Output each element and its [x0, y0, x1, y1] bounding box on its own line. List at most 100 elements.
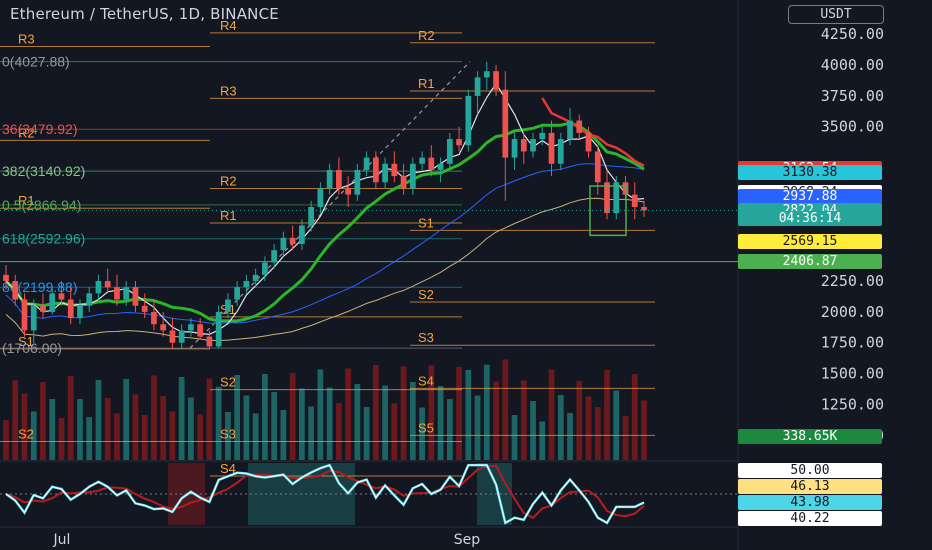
- volume-bar: [456, 367, 462, 460]
- candle-body: [271, 250, 278, 263]
- volume-bar: [206, 378, 213, 460]
- fib-label: 0.5(2866.94): [2, 197, 81, 213]
- volume-bar: [58, 418, 65, 460]
- sma-fast-line: [5, 82, 645, 336]
- candle-body: [446, 139, 453, 164]
- price-tag: 2569.15: [738, 234, 882, 250]
- candle-body: [123, 287, 130, 300]
- volume-bar: [409, 382, 416, 460]
- candle-body: [382, 163, 388, 183]
- volume-bar: [345, 368, 351, 460]
- candle-body: [280, 237, 287, 251]
- volume-bar: [262, 374, 268, 460]
- candle-body: [243, 281, 250, 288]
- volume-bar: [557, 395, 564, 460]
- volume-bar: [104, 398, 111, 460]
- candle-body: [456, 139, 462, 146]
- candle-body: [12, 281, 19, 300]
- pivot-right-label: S1: [418, 215, 434, 230]
- volume-bar: [132, 394, 139, 460]
- pivot-left-label: S1: [18, 334, 34, 349]
- candle-body: [299, 225, 305, 244]
- volume-bar: [234, 375, 241, 460]
- pivot-right-label: S3: [418, 330, 434, 345]
- pivot-right-label: S5: [418, 420, 434, 435]
- fib-label: 618(2592.96): [2, 231, 85, 247]
- candle-body: [428, 157, 435, 170]
- price-tick-label: 2000.00: [821, 303, 884, 321]
- volume-bar: [567, 413, 573, 460]
- price-tick-label: 3750.00: [821, 87, 884, 105]
- candle-body: [151, 311, 157, 325]
- candle-body: [3, 274, 9, 282]
- candle-body: [215, 311, 222, 347]
- volume-bar: [363, 407, 370, 460]
- sma-red-line: [541, 97, 645, 167]
- pivot-right-label: S2: [418, 287, 434, 302]
- candle-body: [336, 169, 342, 189]
- candle-body: [234, 287, 241, 300]
- volume-bar: [252, 413, 259, 460]
- fib-label: (1706.00): [2, 340, 62, 356]
- volume-tag: 338.65K: [738, 428, 882, 444]
- volume-bar: [188, 397, 194, 460]
- price-tick-label: 1250.00: [821, 395, 884, 413]
- candle-body: [641, 206, 647, 211]
- volume-bar: [21, 393, 28, 460]
- candle-body: [197, 324, 204, 337]
- sma-tan-line: [5, 197, 645, 341]
- price-tag: 04:36:14: [738, 211, 882, 227]
- volume-bar: [67, 376, 74, 460]
- volume-bar: [49, 399, 56, 460]
- candle-body: [40, 305, 46, 312]
- pivot-mid-label: R3: [220, 83, 237, 98]
- candle-body: [104, 281, 111, 288]
- candle-body: [141, 305, 148, 312]
- volume-bar: [86, 417, 93, 460]
- volume-bar: [123, 379, 130, 460]
- volume-bar: [520, 380, 527, 460]
- volume-bar: [215, 386, 222, 460]
- volume-bar: [594, 407, 601, 460]
- rsi-tag: 40.22: [738, 510, 882, 526]
- volume-bar: [437, 386, 444, 460]
- volume-bar: [271, 392, 278, 460]
- currency-badge[interactable]: USDT: [788, 5, 884, 24]
- candle-body: [95, 281, 102, 294]
- volume-bar: [326, 387, 333, 460]
- volume-bar: [197, 414, 204, 460]
- time-axis-label: Sep: [454, 532, 481, 548]
- candle-body: [567, 120, 573, 140]
- pivot-mid-label: S4: [220, 461, 236, 476]
- candle-body: [530, 139, 536, 152]
- candle-body: [262, 262, 268, 275]
- volume-bar: [419, 407, 425, 460]
- candle-body: [594, 151, 601, 183]
- volume-bar: [613, 390, 620, 460]
- volume-bar: [400, 366, 407, 460]
- highlight-box: [589, 185, 627, 237]
- candle-body: [132, 287, 139, 306]
- candle-body: [252, 274, 259, 282]
- candle-body: [308, 206, 314, 226]
- candle-body: [169, 330, 176, 343]
- volume-bar: [539, 421, 546, 460]
- volume-bar: [30, 411, 37, 460]
- pivot-mid-label: R2: [220, 173, 237, 188]
- candle-body: [317, 188, 324, 207]
- volume-bar: [622, 416, 629, 460]
- candle-body: [114, 287, 120, 300]
- candle-body: [49, 293, 56, 312]
- candle-body: [548, 132, 555, 164]
- volume-bar: [372, 365, 379, 460]
- candle-body: [178, 330, 185, 343]
- price-tag: 2937.88: [738, 188, 882, 204]
- candle-body: [613, 182, 620, 214]
- volume-bar: [604, 370, 610, 460]
- volume-bar: [502, 359, 509, 460]
- candle-body: [437, 163, 444, 170]
- candle-body: [483, 71, 490, 78]
- volume-bar: [77, 399, 83, 460]
- rsi-tag: 43.98: [738, 494, 882, 510]
